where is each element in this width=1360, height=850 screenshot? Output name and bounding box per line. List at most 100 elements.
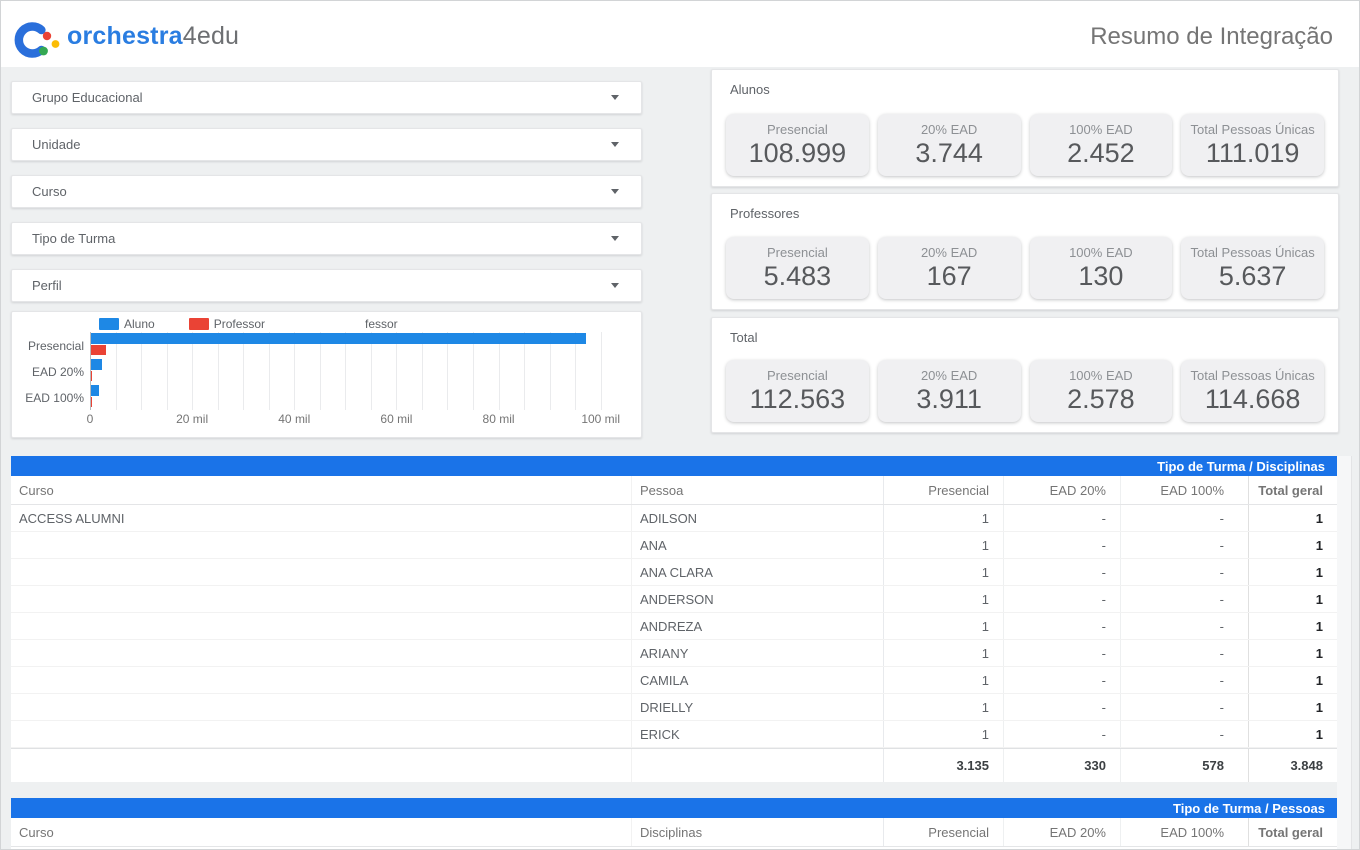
chart-x-tick-label: 80 mil [482,412,515,426]
header-bar: orchestra4edu Resumo de Integração [1,1,1359,67]
scorecard-value: 108.999 [748,138,847,168]
scorecard-label: Total Pessoas Únicas [1190,245,1315,260]
filter-label: Unidade [32,137,81,152]
cell-total-geral: 1 [1248,694,1337,720]
cell-presencial: 1 [883,586,1003,612]
scorecard-label: Presencial [767,368,828,383]
scorecard-section-title: Alunos [730,82,770,97]
chart-gridline [319,332,321,410]
bar-aluno-ead-100 [91,385,99,396]
cell-curso [11,559,631,585]
cell-ead-20: - [1003,559,1120,585]
chart-y-axis-line [90,332,91,410]
bar-professor-ead-100 [91,397,92,407]
scorecard-label: Presencial [767,245,828,260]
column-header-presencial: Presencial [883,476,1003,504]
chart-gridline [268,332,270,410]
cell-pessoa: ANA [631,532,883,558]
chart-gridline [115,332,117,410]
pivot-table-2: Tipo de Turma / Pessoas Curso Disciplinas P… [11,798,1337,849]
pivot-table-1: Tipo de Turma / Disciplinas Curso Pessoa Pr… [11,456,1337,782]
column-header-curso: Curso [19,482,54,498]
cell-pessoa: CAMILA [631,667,883,693]
cell-curso [11,586,631,612]
chart-gridline [370,332,372,410]
cell-pessoa: ANDERSON [631,586,883,612]
cell-ead-100: - [1120,532,1248,558]
cell-total-geral: 1 [1248,586,1337,612]
chart-x-tick-label: 20 mil [176,412,209,426]
scorecard-alunos-100-ead: 100% EAD 2.452 [1029,114,1173,176]
scorecard-label: 20% EAD [920,245,978,260]
logo-text-primary: orchestra [67,21,183,50]
scorecard-label: 100% EAD [1069,368,1133,383]
cell-presencial: 1 [883,694,1003,720]
scorecard-total-100-ead: 100% EAD 2.578 [1029,360,1173,422]
cell-ead-100: - [1120,640,1248,666]
cell-presencial: 1 [883,559,1003,585]
cell-presencial: 1 [883,640,1003,666]
cell-total-geral: 1 [1248,613,1337,639]
chart-gridline [217,332,219,410]
scorecard-label: 20% EAD [920,368,978,383]
pivot-header-row: Curso Pessoa Presencial EAD 20% EAD 100% Tota… [11,476,1337,505]
totals-cell-pessoa [631,749,883,782]
scorecard-professores-presencial: Presencial 5.483 [726,237,869,299]
scorecard-professores-100-ead: 100% EAD 130 [1029,237,1173,299]
bar-professor-ead-20 [91,371,92,381]
cell-ead-100: - [1120,559,1248,585]
filter-perfil[interactable]: Perfil [11,269,642,302]
totals-cell-presencial: 3.135 [883,749,1003,782]
filter-unidade[interactable]: Unidade [11,128,642,161]
cell-pessoa: ANDREZA [631,613,883,639]
legend-artifact-text: fessor [365,317,398,331]
scorecard-value: 167 [926,261,972,291]
legend-swatch-professor [188,318,209,330]
filter-label: Perfil [32,278,62,293]
table-row: ACCESS ALUMNI ADILSON 1- -1 [11,505,1337,532]
chevron-down-icon [611,95,619,100]
chart-category-label: EAD 20% [31,365,84,379]
table-row-partial [11,847,1337,849]
table-row: ANA CLARA 1- -1 [11,559,1337,586]
cell-total-geral: 1 [1248,505,1337,531]
filter-grupo-educacional[interactable]: Grupo Educacional [11,81,642,114]
scorecard-tiles: Presencial 112.563 20% EAD 3.911 100% EAD 2.5… [726,360,1324,422]
cell-total-geral: 1 [1248,640,1337,666]
column-header-total-geral: Total geral [1248,818,1337,846]
scorecard-value: 3.911 [916,384,982,414]
cell-curso [11,667,631,693]
table-row: ANDERSON 1- -1 [11,586,1337,613]
scorecard-tiles: Presencial 108.999 20% EAD 3.744 100% EAD 2.4… [726,114,1324,176]
filter-label: Grupo Educacional [32,90,143,105]
chart-gridline [192,332,194,410]
column-header-total-geral: Total geral [1248,476,1337,504]
logo: orchestra4edu [11,13,239,59]
cell-ead-100: - [1120,694,1248,720]
table-scrollbar-gutter[interactable] [1337,456,1352,849]
scorecard-professores-total-pessoas-nicas: Total Pessoas Únicas 5.637 [1181,237,1324,299]
cell-curso [11,532,631,558]
scorecard-value: 114.668 [1204,384,1301,414]
scorecard-value: 5.637 [1218,261,1287,291]
bar-aluno-presencial [91,333,587,344]
scorecard-total-presencial: Presencial 112.563 [726,360,869,422]
cell-ead-100: - [1120,505,1248,531]
filter-curso[interactable]: Curso [11,175,642,208]
pivot-banner-title: Tipo de Turma / Pessoas [1173,800,1325,816]
totals-cell-total-geral: 3.848 [1248,749,1337,782]
scorecard-total-total-pessoas-nicas: Total Pessoas Únicas 114.668 [1181,360,1324,422]
filter-tipo-de-turma[interactable]: Tipo de Turma [11,222,642,255]
scorecard-section-title: Professores [730,206,800,221]
scorecard-alunos-total-pessoas-nicas: Total Pessoas Únicas 111.019 [1181,114,1324,176]
column-header-curso: Curso [19,824,54,840]
legend-label: Professor [213,317,266,331]
column-header-presencial: Presencial [883,818,1003,846]
cell-curso [11,613,631,639]
table-row: ARIANY 1- -1 [11,640,1337,667]
cell-curso [11,694,631,720]
logo-icon [14,22,60,58]
cell-pessoa: ADILSON [631,505,883,531]
pivot-banner: Tipo de Turma / Pessoas [11,798,1337,818]
